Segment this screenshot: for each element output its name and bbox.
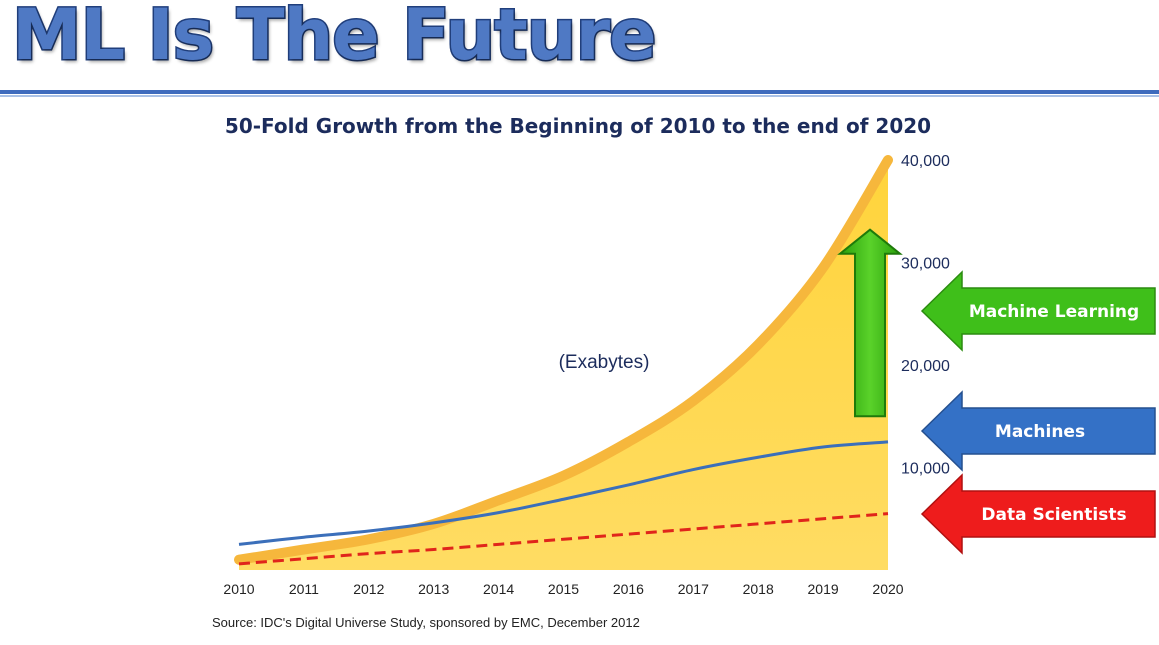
x-tick-label: 2019 bbox=[808, 581, 839, 597]
x-tick-label: 2011 bbox=[289, 581, 319, 597]
data-scientists-line bbox=[238, 512, 889, 566]
machine-learning-label: Machine Learning bbox=[969, 302, 1139, 322]
data-area bbox=[239, 160, 888, 570]
x-tick-label: 2020 bbox=[872, 581, 903, 597]
x-tick-label: 2014 bbox=[483, 581, 514, 597]
x-tick-label: 2017 bbox=[678, 581, 709, 597]
title-divider-highlight bbox=[0, 95, 1159, 97]
machines-label: Machines bbox=[995, 422, 1085, 442]
machines-line bbox=[238, 440, 889, 546]
growth-arrow bbox=[837, 228, 903, 418]
data-area-edge bbox=[234, 155, 893, 565]
y-tick-label: 20,000 bbox=[901, 358, 950, 375]
y-tick-label: 10,000 bbox=[901, 461, 950, 478]
y-tick-label: 40,000 bbox=[901, 153, 950, 170]
x-tick-label: 2013 bbox=[418, 581, 449, 597]
data-scientists-label: Data Scientists bbox=[981, 505, 1126, 525]
x-tick-label: 2010 bbox=[223, 581, 254, 597]
x-tick-label: 2018 bbox=[743, 581, 774, 597]
data-scientists-arrow: Data Scientists bbox=[920, 473, 1156, 555]
x-tick-label: 2015 bbox=[548, 581, 579, 597]
chart-title: 50-Fold Growth from the Beginning of 201… bbox=[225, 114, 931, 138]
machines-arrow: Machines bbox=[920, 390, 1156, 472]
x-tick-label: 2012 bbox=[353, 581, 384, 597]
x-tick-label: 2016 bbox=[613, 581, 644, 597]
page-title: ML Is The Future bbox=[11, 0, 659, 78]
unit-label: (Exabytes) bbox=[559, 352, 650, 373]
machine-learning-arrow: Machine Learning bbox=[920, 270, 1156, 352]
y-tick-label: 30,000 bbox=[901, 256, 950, 273]
chart-source: Source: IDC's Digital Universe Study, sp… bbox=[212, 615, 640, 630]
title-divider bbox=[0, 90, 1159, 94]
